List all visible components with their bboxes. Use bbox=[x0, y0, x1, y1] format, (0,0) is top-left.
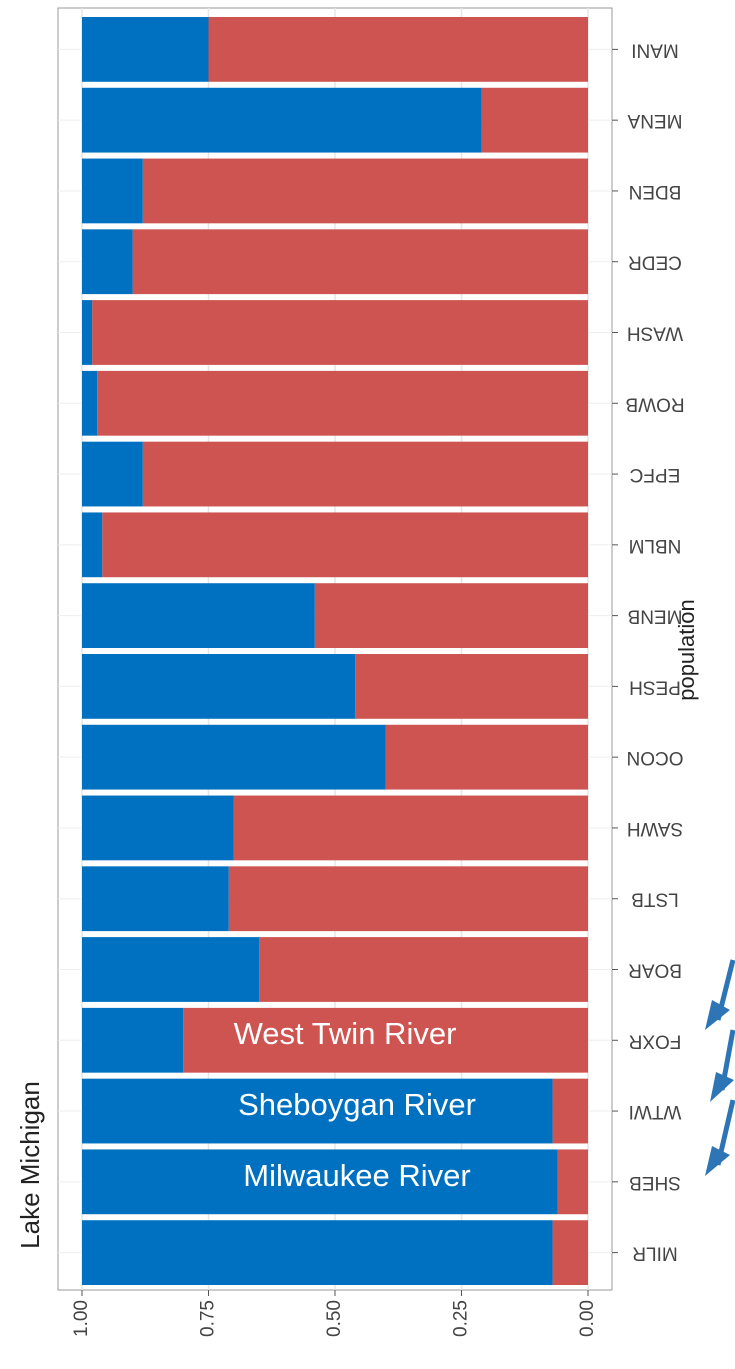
bar-segment bbox=[228, 866, 589, 932]
annotation: Sheboygan River bbox=[238, 1087, 476, 1122]
bar-segment bbox=[142, 441, 588, 507]
y-tick-label: LSTB bbox=[631, 889, 679, 910]
bar-segment bbox=[82, 512, 103, 578]
bar-segment bbox=[82, 583, 315, 648]
y-tick-label: SAWH bbox=[627, 818, 683, 839]
bar-segment bbox=[82, 158, 143, 224]
bar-segment bbox=[233, 795, 589, 861]
y-tick-label: SHEB bbox=[629, 1172, 681, 1193]
y-tick-label: EPFC bbox=[630, 464, 681, 485]
bar-segment bbox=[552, 1220, 588, 1285]
bar-segment bbox=[82, 724, 386, 790]
y-tick-label: MENB bbox=[628, 606, 683, 627]
bar-segment bbox=[82, 17, 209, 82]
bar-segment bbox=[208, 17, 588, 82]
y-tick-label: FOXR bbox=[629, 1030, 682, 1051]
bar-segment bbox=[82, 1007, 184, 1073]
bar-segment bbox=[82, 795, 234, 861]
bar-segment bbox=[82, 229, 133, 295]
bar-segment bbox=[82, 1078, 553, 1144]
bar-segment bbox=[82, 866, 229, 932]
bar-segment bbox=[314, 583, 588, 648]
y-tick-label: CEDR bbox=[628, 252, 682, 273]
bar-segment bbox=[82, 654, 356, 719]
x-tick-label: 1.00 bbox=[71, 1300, 92, 1337]
y-tick-label: MILR bbox=[632, 1243, 677, 1264]
bar-segment bbox=[82, 1220, 553, 1285]
bar-segment bbox=[481, 87, 588, 153]
annotation: Lake Michigan bbox=[15, 1081, 45, 1249]
y-tick-label: OCON bbox=[627, 747, 684, 768]
bar-segment bbox=[97, 370, 589, 436]
x-tick-label: 0.50 bbox=[324, 1300, 345, 1337]
bar-segment bbox=[82, 937, 260, 1002]
y-tick-label: MENA bbox=[627, 110, 682, 131]
y-tick-label: ROWB bbox=[625, 393, 684, 414]
annotation: Milwaukee River bbox=[243, 1158, 470, 1193]
bar-segment bbox=[82, 441, 143, 507]
y-tick-label: NBLM bbox=[629, 535, 682, 556]
y-tick-label: MANI bbox=[631, 39, 679, 60]
bar-segment bbox=[82, 370, 98, 436]
bar-segment bbox=[355, 654, 588, 719]
bar-segment bbox=[183, 1007, 588, 1073]
bar-segment bbox=[142, 158, 588, 224]
bar-segment bbox=[82, 1149, 558, 1215]
bar-segment bbox=[82, 87, 482, 153]
y-axis-label: population bbox=[674, 599, 699, 701]
bar-segment bbox=[132, 229, 588, 295]
bar-segment bbox=[552, 1078, 588, 1144]
x-tick-label: 0.00 bbox=[577, 1300, 598, 1337]
y-tick-label: BOAR bbox=[628, 959, 682, 980]
y-tick-label: PESH bbox=[629, 676, 681, 697]
arrows bbox=[705, 959, 735, 1176]
y-tick-label: WASH bbox=[627, 322, 683, 343]
bar-segment bbox=[557, 1149, 588, 1215]
bar-segment bbox=[82, 300, 93, 365]
bar-segment bbox=[92, 300, 589, 365]
annotation: West Twin River bbox=[234, 1016, 457, 1051]
bar-segment bbox=[259, 937, 588, 1002]
bar-segment bbox=[385, 724, 588, 790]
y-tick-label: WTWI bbox=[629, 1101, 682, 1122]
x-tick-label: 0.75 bbox=[198, 1300, 219, 1337]
y-tick-label: BDEN bbox=[629, 181, 682, 202]
x-tick-label: 0.25 bbox=[451, 1300, 472, 1337]
bar-segment bbox=[102, 512, 589, 578]
